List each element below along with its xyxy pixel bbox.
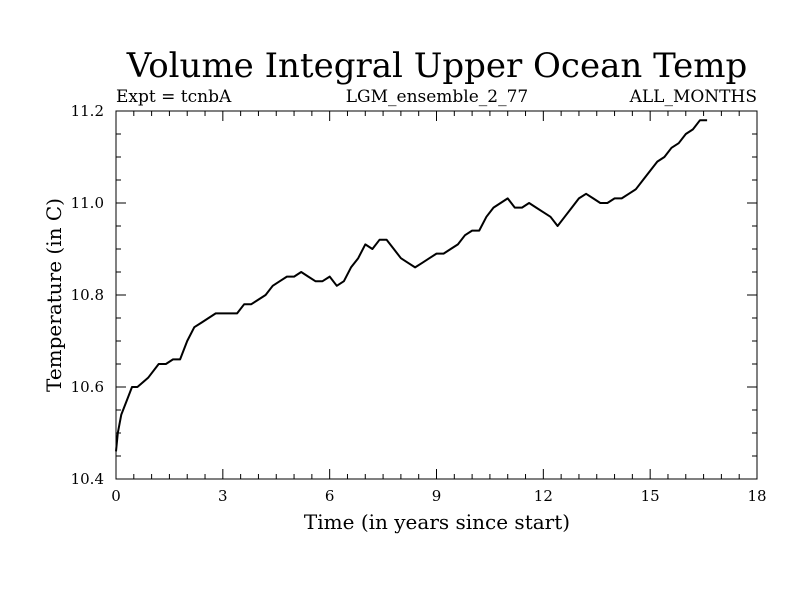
x-tick-label: 9	[432, 487, 442, 505]
y-tick-label: 10.8	[71, 286, 104, 304]
x-tick-label: 3	[218, 487, 228, 505]
y-axis: 10.4 10.6 10.8 11.0 11.2	[71, 102, 757, 488]
x-tick-label: 12	[534, 487, 553, 505]
x-tick-label: 15	[641, 487, 660, 505]
plot-frame	[115, 110, 758, 480]
chart-title: Volume Integral Upper Ocean Temp	[126, 46, 747, 86]
x-tick-label: 18	[747, 487, 766, 505]
x-axis: 0 3 6 9 12 15 18	[111, 111, 767, 505]
x-tick-label: 0	[111, 487, 121, 505]
x-axis-label: Time (in years since start)	[304, 510, 570, 534]
y-tick-label: 11.2	[71, 102, 104, 120]
months-label: ALL_MONTHS	[629, 87, 757, 107]
y-tick-label: 10.6	[71, 378, 104, 396]
y-tick-label: 10.4	[71, 470, 104, 488]
expt-label: Expt = tcnbA	[116, 87, 232, 107]
temperature-line	[115, 119, 708, 452]
y-axis-label: Temperature (in C)	[42, 198, 66, 392]
y-tick-label: 11.0	[71, 194, 104, 212]
ensemble-label: LGM_ensemble_2_77	[346, 87, 529, 107]
x-tick-label: 6	[325, 487, 335, 505]
